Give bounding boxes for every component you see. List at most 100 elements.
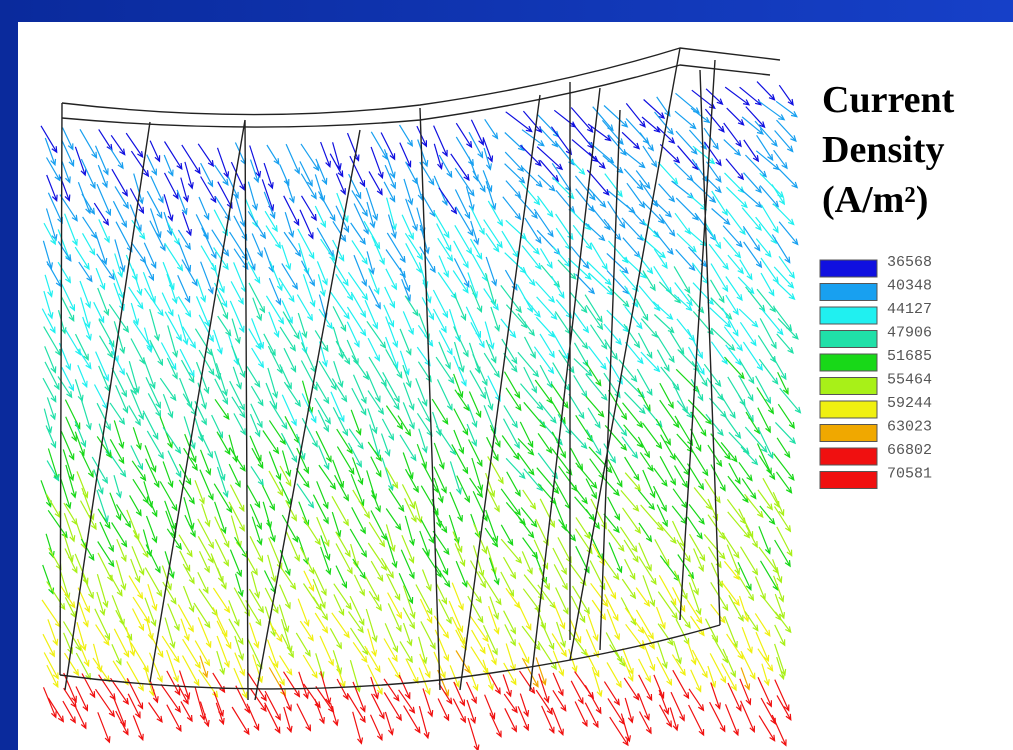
legend-label: 36568	[887, 254, 932, 271]
vector-arrow	[591, 325, 607, 349]
vector-arrow	[573, 311, 588, 332]
vector-arrow	[336, 174, 345, 195]
vector-arrow	[65, 329, 80, 354]
vector-arrow	[576, 463, 597, 488]
vector-arrow	[503, 675, 511, 697]
vector-arrow	[197, 279, 206, 302]
vector-arrow	[607, 662, 621, 687]
vector-arrow	[96, 352, 109, 381]
vector-arrow	[775, 625, 785, 645]
vector-arrow	[263, 502, 271, 528]
vector-arrow	[673, 489, 687, 508]
vector-arrow	[726, 295, 738, 314]
vector-arrow	[58, 262, 70, 282]
vector-arrow	[96, 268, 105, 289]
vector-arrow	[82, 454, 93, 477]
vector-arrow	[126, 627, 135, 655]
vector-arrow	[81, 399, 91, 429]
vector-arrow	[660, 556, 679, 581]
vector-arrow	[320, 636, 333, 665]
vector-arrow	[638, 437, 649, 457]
vector-arrow	[351, 292, 365, 317]
vector-arrow	[317, 261, 327, 284]
vector-arrow	[570, 292, 587, 312]
vector-arrow	[586, 362, 601, 386]
vector-arrow	[438, 699, 448, 721]
vector-arrow	[726, 704, 739, 735]
vector-arrow	[405, 296, 418, 316]
vector-arrow	[432, 399, 447, 424]
vector-arrow	[97, 403, 110, 429]
vector-arrow	[711, 683, 721, 709]
vector-arrow	[201, 163, 213, 186]
vector-arrow	[282, 619, 293, 652]
vector-arrow	[777, 334, 793, 353]
vector-arrow	[181, 701, 192, 721]
vector-arrow	[470, 285, 481, 311]
vector-arrow	[127, 661, 143, 690]
vector-arrow	[110, 147, 123, 168]
vector-arrow	[421, 621, 435, 648]
vector-arrow	[66, 465, 76, 497]
vector-arrow	[739, 462, 752, 480]
vector-arrow	[183, 564, 194, 583]
vector-arrow	[743, 226, 759, 250]
vector-arrow	[382, 458, 393, 490]
vector-arrow	[180, 349, 194, 376]
vector-arrow	[406, 243, 421, 272]
vector-arrow	[131, 389, 144, 419]
vector-arrow	[61, 431, 73, 459]
vector-arrow	[83, 217, 97, 238]
vector-arrow	[230, 301, 244, 332]
vector-arrow	[368, 408, 377, 433]
legend-swatch	[820, 354, 877, 371]
vector-arrow	[230, 485, 243, 511]
vector-arrow	[741, 447, 757, 465]
vector-arrow	[354, 204, 368, 234]
vector-arrow	[112, 523, 127, 547]
vector-arrow	[660, 144, 679, 162]
legend-swatch	[820, 378, 877, 395]
vector-arrow	[744, 173, 762, 193]
vector-arrow	[452, 444, 468, 473]
vector-arrow	[77, 471, 88, 497]
vector-arrow	[44, 687, 57, 717]
vector-arrow	[248, 262, 260, 283]
vector-arrow	[673, 383, 688, 413]
vector-arrow	[132, 461, 145, 481]
vector-arrow	[382, 434, 390, 456]
vector-arrow	[521, 384, 543, 410]
vector-arrow	[775, 644, 786, 675]
vector-arrow	[76, 707, 86, 728]
vector-arrow	[66, 417, 77, 441]
vector-arrow	[165, 173, 178, 199]
vector-arrow	[689, 689, 704, 711]
vector-arrow	[41, 480, 51, 506]
vector-arrow	[217, 432, 230, 454]
vector-arrow	[586, 396, 604, 416]
legend-label: 70581	[887, 465, 932, 482]
vector-arrow	[571, 681, 583, 704]
vector-arrow	[435, 513, 447, 533]
vector-arrow	[165, 142, 182, 169]
vector-arrow	[214, 692, 223, 716]
vector-arrow	[164, 155, 173, 176]
vector-arrow	[45, 275, 52, 297]
vector-arrow	[677, 401, 692, 418]
vector-arrow	[247, 485, 259, 507]
vector-arrow	[232, 707, 249, 734]
vector-arrow	[299, 502, 309, 526]
legend-swatch	[820, 260, 877, 277]
legend-swatch	[820, 331, 877, 348]
vector-arrow	[571, 448, 583, 470]
vector-arrow	[280, 656, 292, 675]
vector-arrow	[706, 619, 718, 642]
vector-arrow	[151, 176, 163, 202]
vector-arrow	[150, 221, 165, 251]
vector-arrow	[676, 198, 698, 220]
vector-arrow	[554, 603, 565, 628]
vector-arrow	[286, 144, 299, 173]
vector-arrow	[603, 156, 623, 173]
vector-arrow	[315, 206, 325, 227]
vector-arrow	[524, 298, 540, 317]
